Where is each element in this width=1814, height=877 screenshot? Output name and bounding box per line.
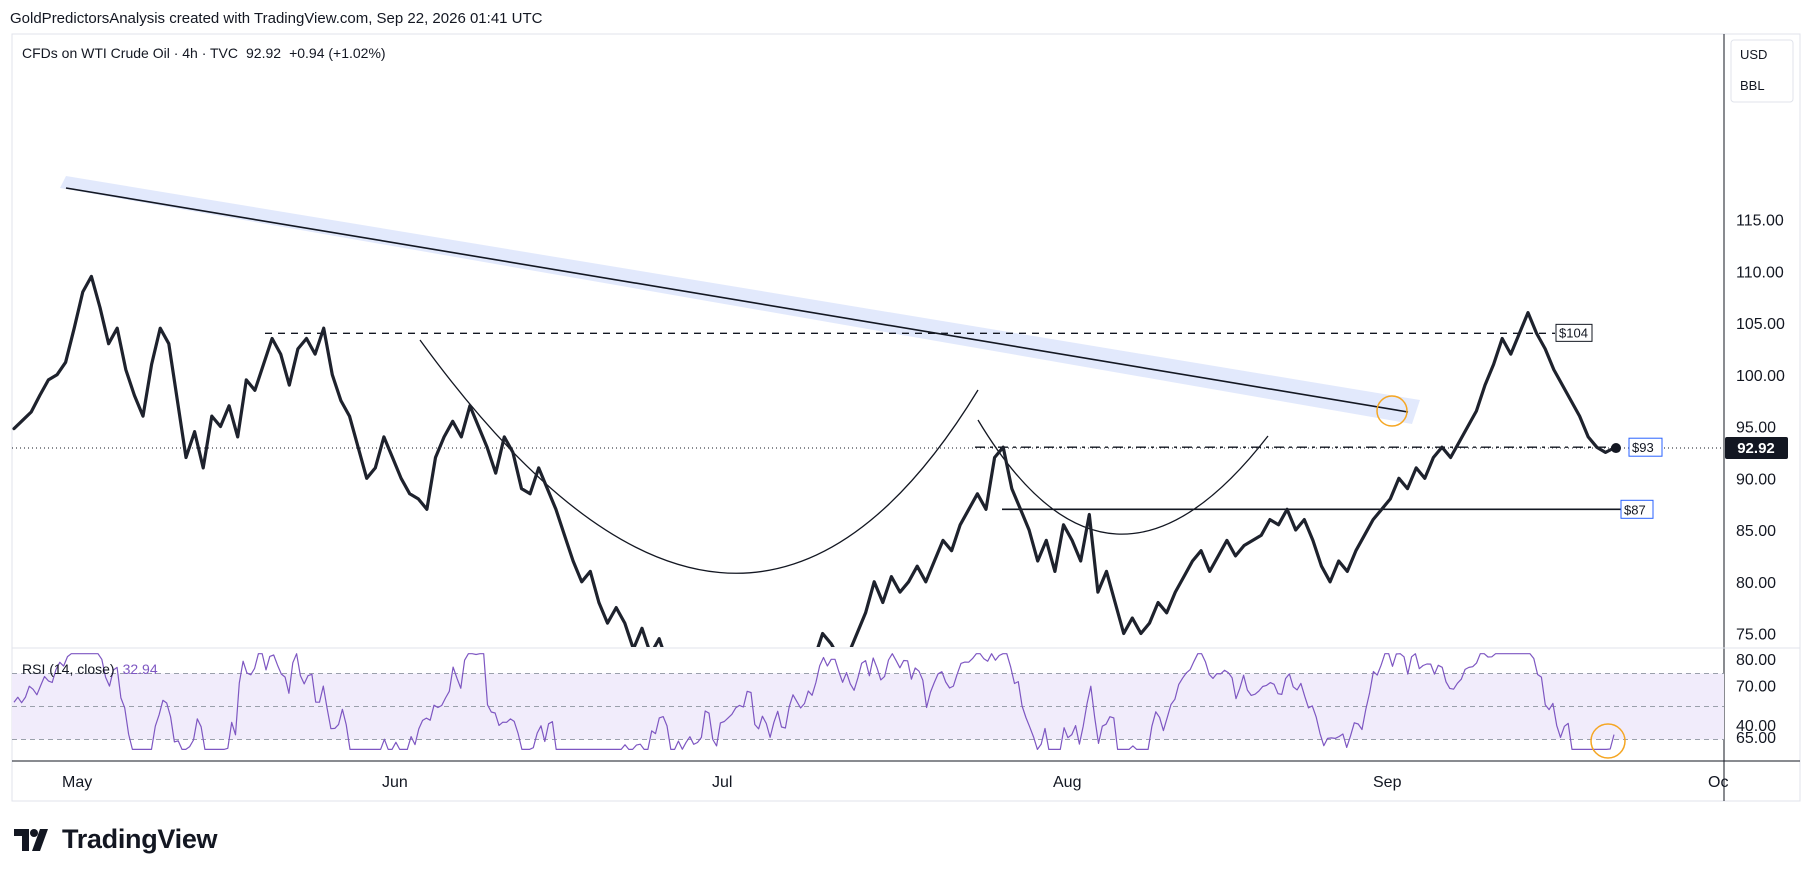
rsi-tick-40: 40.00 [1736, 718, 1776, 735]
legend-last: 92.92 [246, 45, 281, 61]
price-series-line [12, 274, 1616, 647]
x-tick-label: Sep [1373, 774, 1402, 791]
time-axis[interactable]: May Jun Jul Aug Sep Oc [62, 774, 1728, 791]
y-tick-label: 110.00 [1736, 264, 1784, 281]
rsi-highlight-circle [1590, 723, 1626, 759]
x-tick-label: Oc [1708, 774, 1728, 791]
label-104-box [1555, 323, 1593, 342]
y-tick-label: 115.00 [1736, 213, 1784, 230]
x-tick-label: May [62, 774, 92, 791]
y-tick-label: 65.00 [1736, 730, 1776, 747]
rsi-levels [12, 673, 1724, 740]
label-87: $87 [1620, 499, 1654, 519]
y-tick-label: 70.00 [1736, 678, 1776, 695]
y-tick-label: 105.00 [1736, 316, 1785, 333]
x-tick-label: Aug [1053, 774, 1081, 791]
breakout-highlight-circle [1376, 395, 1408, 427]
y-tick-label: 80.00 [1736, 575, 1776, 592]
y-tick-label: 95.00 [1736, 420, 1776, 437]
rsi-tick-80: 80.00 [1736, 652, 1776, 669]
currency-unit-box[interactable] [1730, 39, 1794, 103]
y-tick-label: 90.00 [1736, 471, 1776, 488]
price-badge[interactable] [1725, 437, 1788, 460]
legend-symbol: CFDs on WTI Crude Oil · 4h · TVC [22, 45, 238, 61]
legend: CFDs on WTI Crude Oil · 4h · TVC 92.92 +0.… [22, 45, 386, 61]
rsi-legend: RSI (14, close) 32.94 [22, 661, 158, 677]
label-93-box [1628, 437, 1663, 457]
tradingview-logo-icon [14, 828, 48, 851]
legend-change: +0.94 (+1.02%) [289, 45, 386, 61]
unit-label[interactable]: BBL [1740, 78, 1765, 93]
label-93-text: $93 [1632, 440, 1654, 455]
label-104-text: $104 [1559, 325, 1588, 340]
price-badge-text: 92.92 [1737, 440, 1775, 457]
x-tick-label: Jun [382, 774, 408, 791]
currency-label[interactable]: USD [1740, 47, 1767, 62]
last-price-dot [1611, 443, 1621, 454]
rsi-series-line [13, 653, 1615, 751]
cup-curve [419, 339, 979, 574]
label-93: $93 [1628, 437, 1663, 457]
label-104: $104 [1555, 323, 1593, 342]
descending-trendline [65, 187, 1409, 413]
price-axis[interactable]: 115.00 110.00 105.00 100.00 95.00 90.00 85.00 8… [1736, 213, 1785, 748]
handle-curve [977, 419, 1269, 535]
y-tick-label: 75.00 [1736, 627, 1776, 644]
rsi-legend-value: 32.94 [123, 661, 158, 677]
drawings [12, 176, 1724, 647]
tradingview-wordmark: TradingView [62, 824, 218, 854]
y-tick-label: 85.00 [1736, 523, 1776, 540]
chart-credit: GoldPredictorsAnalysis created with Trad… [10, 10, 543, 27]
chart-frame [11, 33, 1801, 802]
label-87-box [1620, 499, 1654, 519]
label-87-text: $87 [1624, 502, 1646, 517]
tradingview-logo[interactable]: TradingView [14, 824, 218, 855]
y-tick-label: 100.00 [1736, 368, 1785, 385]
rsi-legend-label: RSI (14, close) [22, 661, 115, 677]
x-tick-label: Jul [712, 774, 732, 791]
